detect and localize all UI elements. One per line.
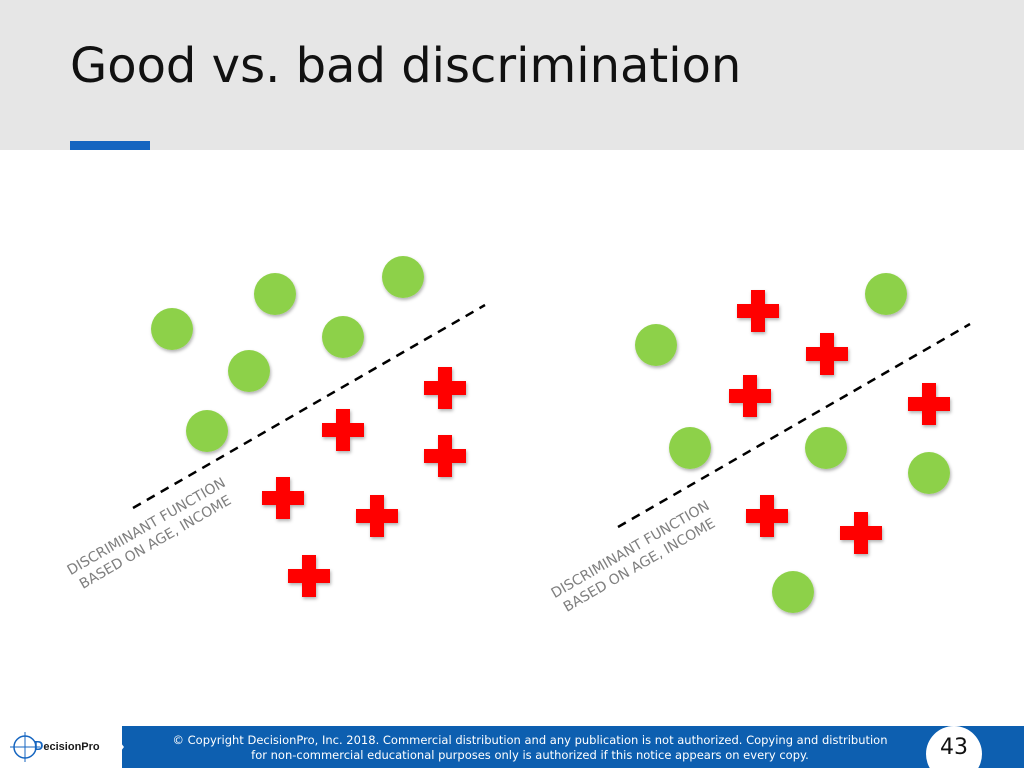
green-circle	[669, 427, 711, 469]
red-cross	[424, 367, 466, 409]
red-cross	[840, 512, 882, 554]
red-cross	[424, 435, 466, 477]
copyright-line-1: © Copyright DecisionPro, Inc. 2018. Comm…	[172, 733, 888, 747]
green-circle	[865, 273, 907, 315]
logo-rest: ecisionPro	[43, 741, 100, 753]
green-circle	[186, 410, 228, 452]
green-circle	[908, 452, 950, 494]
red-cross	[288, 555, 330, 597]
red-cross	[322, 409, 364, 451]
green-circle	[772, 571, 814, 613]
red-cross	[262, 477, 304, 519]
discriminant-label-line1: DISCRIMINANT FUNCTION	[65, 475, 229, 579]
red-cross	[908, 383, 950, 425]
header-band	[0, 0, 1024, 150]
red-cross	[737, 290, 779, 332]
slide-title: Good vs. bad discrimination	[70, 38, 742, 94]
green-circle	[322, 316, 364, 358]
red-cross	[729, 375, 771, 417]
green-circle	[382, 256, 424, 298]
discrimination-diagram: DISCRIMINANT FUNCTION BASED ON AGE, INCO…	[65, 256, 971, 616]
footer-bar: DecisionPro © Copyright DecisionPro, Inc…	[0, 726, 1024, 768]
title-accent-bar	[70, 141, 150, 150]
logo-chevron	[108, 726, 124, 768]
logo-wordmark: DecisionPro	[34, 738, 100, 753]
logo-prefix: D	[34, 738, 44, 753]
discriminant-label-line2: BASED ON AGE, INCOME	[561, 516, 718, 616]
red-cross	[806, 333, 848, 375]
discriminant-label-good: DISCRIMINANT FUNCTION BASED ON AGE, INCO…	[65, 475, 235, 593]
green-circle	[228, 350, 270, 392]
green-circle	[805, 427, 847, 469]
page-number: 43	[940, 735, 968, 760]
discriminant-line-good	[132, 303, 486, 510]
red-cross	[746, 495, 788, 537]
panel-good: DISCRIMINANT FUNCTION BASED ON AGE, INCO…	[65, 256, 486, 597]
green-circle	[151, 308, 193, 350]
copyright-line-2: for non-commercial educational purposes …	[251, 748, 809, 762]
discriminant-line-bad	[617, 322, 971, 529]
red-cross	[356, 495, 398, 537]
discriminant-label-line2: BASED ON AGE, INCOME	[77, 493, 234, 593]
panel-bad: DISCRIMINANT FUNCTION BASED ON AGE, INCO…	[549, 273, 971, 616]
green-circle	[254, 273, 296, 315]
decisionpro-logo-icon	[10, 732, 40, 762]
copyright-notice: © Copyright DecisionPro, Inc. 2018. Comm…	[140, 733, 920, 763]
green-circle	[635, 324, 677, 366]
discriminant-label-line1: DISCRIMINANT FUNCTION	[549, 498, 713, 602]
